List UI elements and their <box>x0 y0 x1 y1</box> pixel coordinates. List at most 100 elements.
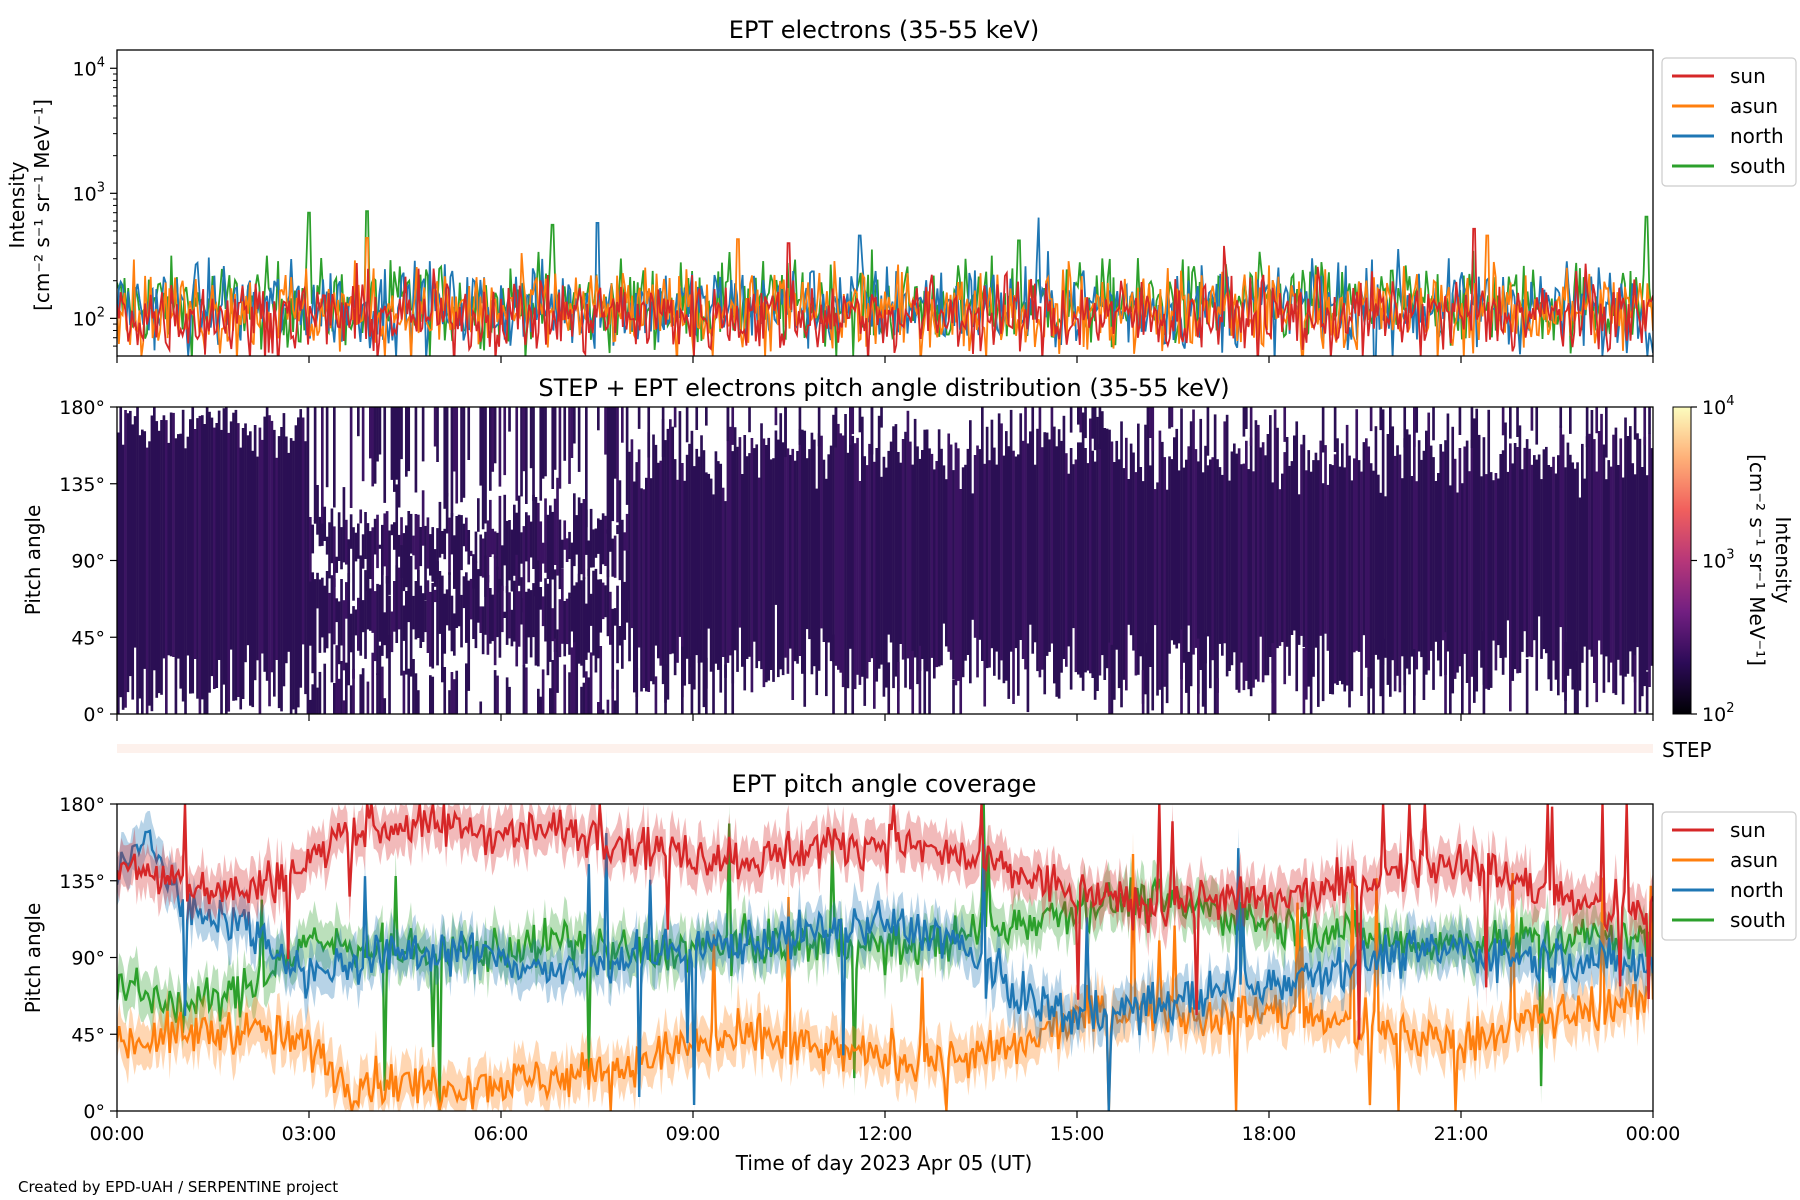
pad-cell <box>486 575 490 655</box>
pad-cell <box>333 407 336 508</box>
pad-cell <box>1031 407 1035 654</box>
pad-cell <box>381 666 384 714</box>
pad-cell <box>606 699 610 714</box>
pad-cell <box>474 561 478 649</box>
pad-cell <box>1470 439 1474 677</box>
pad-cell <box>203 424 207 714</box>
pad-cell <box>978 449 982 640</box>
pad-cell <box>1444 632 1447 714</box>
pad-cell <box>825 478 828 697</box>
pad-cell <box>606 529 610 578</box>
pad-cell <box>558 519 562 590</box>
pad-cell <box>409 556 413 677</box>
pad-cell <box>645 477 648 692</box>
pad-cell <box>1302 434 1306 648</box>
pad-cell <box>448 690 451 714</box>
pad-cell <box>162 415 166 659</box>
pad-cell <box>333 683 336 714</box>
panel-title: EPT electrons (35-55 keV) <box>729 16 1039 44</box>
pad-cell <box>1125 437 1128 691</box>
pad-cell <box>582 577 586 678</box>
pad-cell <box>1122 468 1126 680</box>
pad-cell <box>1000 423 1003 661</box>
pad-cell <box>304 441 307 695</box>
pad-cell <box>412 595 415 630</box>
pad-cell <box>551 608 555 642</box>
pad-cell <box>1206 465 1210 637</box>
pad-cell <box>587 568 591 653</box>
pad-cell <box>244 423 247 663</box>
pad-cell <box>467 407 471 460</box>
pad-cell <box>618 626 622 646</box>
pad-cell <box>1413 407 1416 447</box>
pad-cell <box>441 531 444 554</box>
pad-cell <box>220 429 223 714</box>
pad-cell <box>1216 678 1219 714</box>
pad-cell <box>1187 446 1191 626</box>
footer-credit: Created by EPD-UAH / SERPENTINE project <box>18 1178 338 1196</box>
pad-cell <box>385 576 389 659</box>
pad-cell <box>580 503 583 575</box>
pad-cell <box>148 441 151 706</box>
pad-cell <box>1492 480 1495 641</box>
pad-cell <box>313 520 317 524</box>
pad-cell <box>913 418 917 658</box>
pad-cell <box>397 407 401 508</box>
pad-cell <box>345 582 348 619</box>
pad-cell <box>750 438 754 693</box>
pad-cell <box>508 520 511 581</box>
pad-cell <box>234 409 238 701</box>
pad-cell <box>654 676 658 714</box>
pad-cell <box>765 445 768 683</box>
pad-cell <box>1103 428 1107 680</box>
pad-cell <box>635 667 639 714</box>
pad-cell <box>265 407 269 681</box>
pad-cell <box>1038 407 1042 678</box>
pad-cell <box>647 407 651 458</box>
pad-cell <box>544 498 547 573</box>
pad-cell <box>856 437 859 675</box>
pad-cell <box>1333 454 1337 684</box>
pad-cell <box>575 515 579 555</box>
pad-cell <box>673 407 677 428</box>
pad-cell <box>618 480 622 581</box>
pad-cell <box>1129 443 1133 636</box>
pad-cell <box>402 533 406 592</box>
pad-cell <box>839 433 843 673</box>
pad-cell <box>1041 447 1044 670</box>
pad-cell <box>1156 482 1159 696</box>
pad-cell <box>858 407 862 433</box>
pad-cell <box>1211 457 1215 661</box>
pad-cell <box>606 569 610 637</box>
pad-cell <box>813 439 816 667</box>
pad-cell <box>395 565 399 643</box>
pad-cell <box>484 555 487 635</box>
pad-cell <box>731 451 735 684</box>
pad-cell <box>969 420 972 684</box>
pad-cell <box>714 451 718 664</box>
pad-cell <box>774 430 778 605</box>
pad-cell <box>400 545 403 676</box>
pad-cell <box>1398 454 1402 693</box>
pad-cell <box>1185 459 1188 693</box>
pad-cell <box>616 669 619 714</box>
pad-cell <box>906 410 910 659</box>
pad-cell <box>417 514 420 601</box>
pad-cell <box>1621 477 1625 705</box>
pad-cell <box>489 588 492 644</box>
pad-cell <box>681 646 684 714</box>
pad-cell <box>1513 443 1517 670</box>
pad-cell <box>1518 425 1522 673</box>
y-tick-group: 0° 45° 90° 135° 180° <box>59 794 117 1123</box>
pad-cell <box>505 586 509 645</box>
pad-cell <box>973 455 977 638</box>
pad-cell <box>1007 446 1011 699</box>
pad-cell <box>1605 479 1608 657</box>
pad-cell <box>150 415 154 712</box>
pad-cell <box>371 527 375 595</box>
pad-cell <box>316 687 319 714</box>
pad-cell <box>448 572 451 631</box>
pad-cell <box>637 407 641 429</box>
pad-cell <box>592 529 595 568</box>
pad-cell <box>169 412 173 657</box>
